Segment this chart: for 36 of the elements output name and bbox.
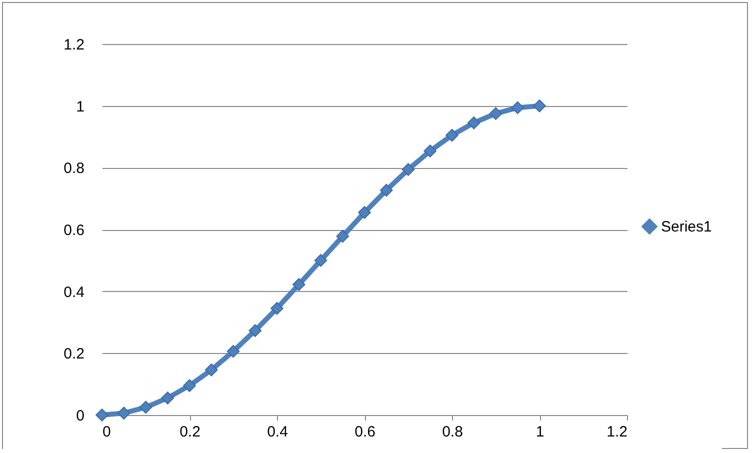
point	[183, 379, 196, 392]
point	[511, 101, 524, 114]
point	[204, 363, 218, 376]
point	[336, 230, 350, 243]
x-tick-label: 1	[536, 424, 544, 440]
y-tick-label: 0.6	[64, 222, 84, 239]
legend-label: Series1	[661, 218, 712, 236]
point	[533, 99, 546, 112]
point	[226, 344, 240, 358]
point	[380, 184, 393, 197]
y-tick-label: 0.4	[64, 284, 84, 301]
y-tick-label: 1.2	[64, 36, 84, 54]
x-tick-label: 0.8	[442, 424, 463, 440]
point	[117, 406, 130, 420]
y-tick-label: 1	[76, 98, 84, 116]
point	[467, 116, 480, 130]
y-tick-label: 0.2	[64, 346, 84, 363]
point	[270, 302, 284, 315]
x-tick-label: 0.4	[267, 424, 288, 440]
point	[139, 400, 152, 414]
point	[96, 408, 108, 422]
x-tick-label: 0	[102, 424, 111, 440]
point	[402, 163, 415, 176]
point	[424, 144, 437, 158]
x-tick-label: 0.2	[180, 424, 200, 440]
point	[314, 254, 328, 267]
point	[358, 206, 371, 219]
y-tick-label: 0.8	[64, 160, 84, 178]
point	[489, 107, 502, 120]
x-tick-label: 0.6	[354, 424, 376, 440]
point	[248, 324, 262, 338]
point	[292, 278, 306, 291]
point	[446, 128, 458, 142]
y-tick-label: 0	[76, 408, 84, 424]
point	[161, 392, 174, 404]
x-tick-label: 1.2	[606, 424, 628, 440]
